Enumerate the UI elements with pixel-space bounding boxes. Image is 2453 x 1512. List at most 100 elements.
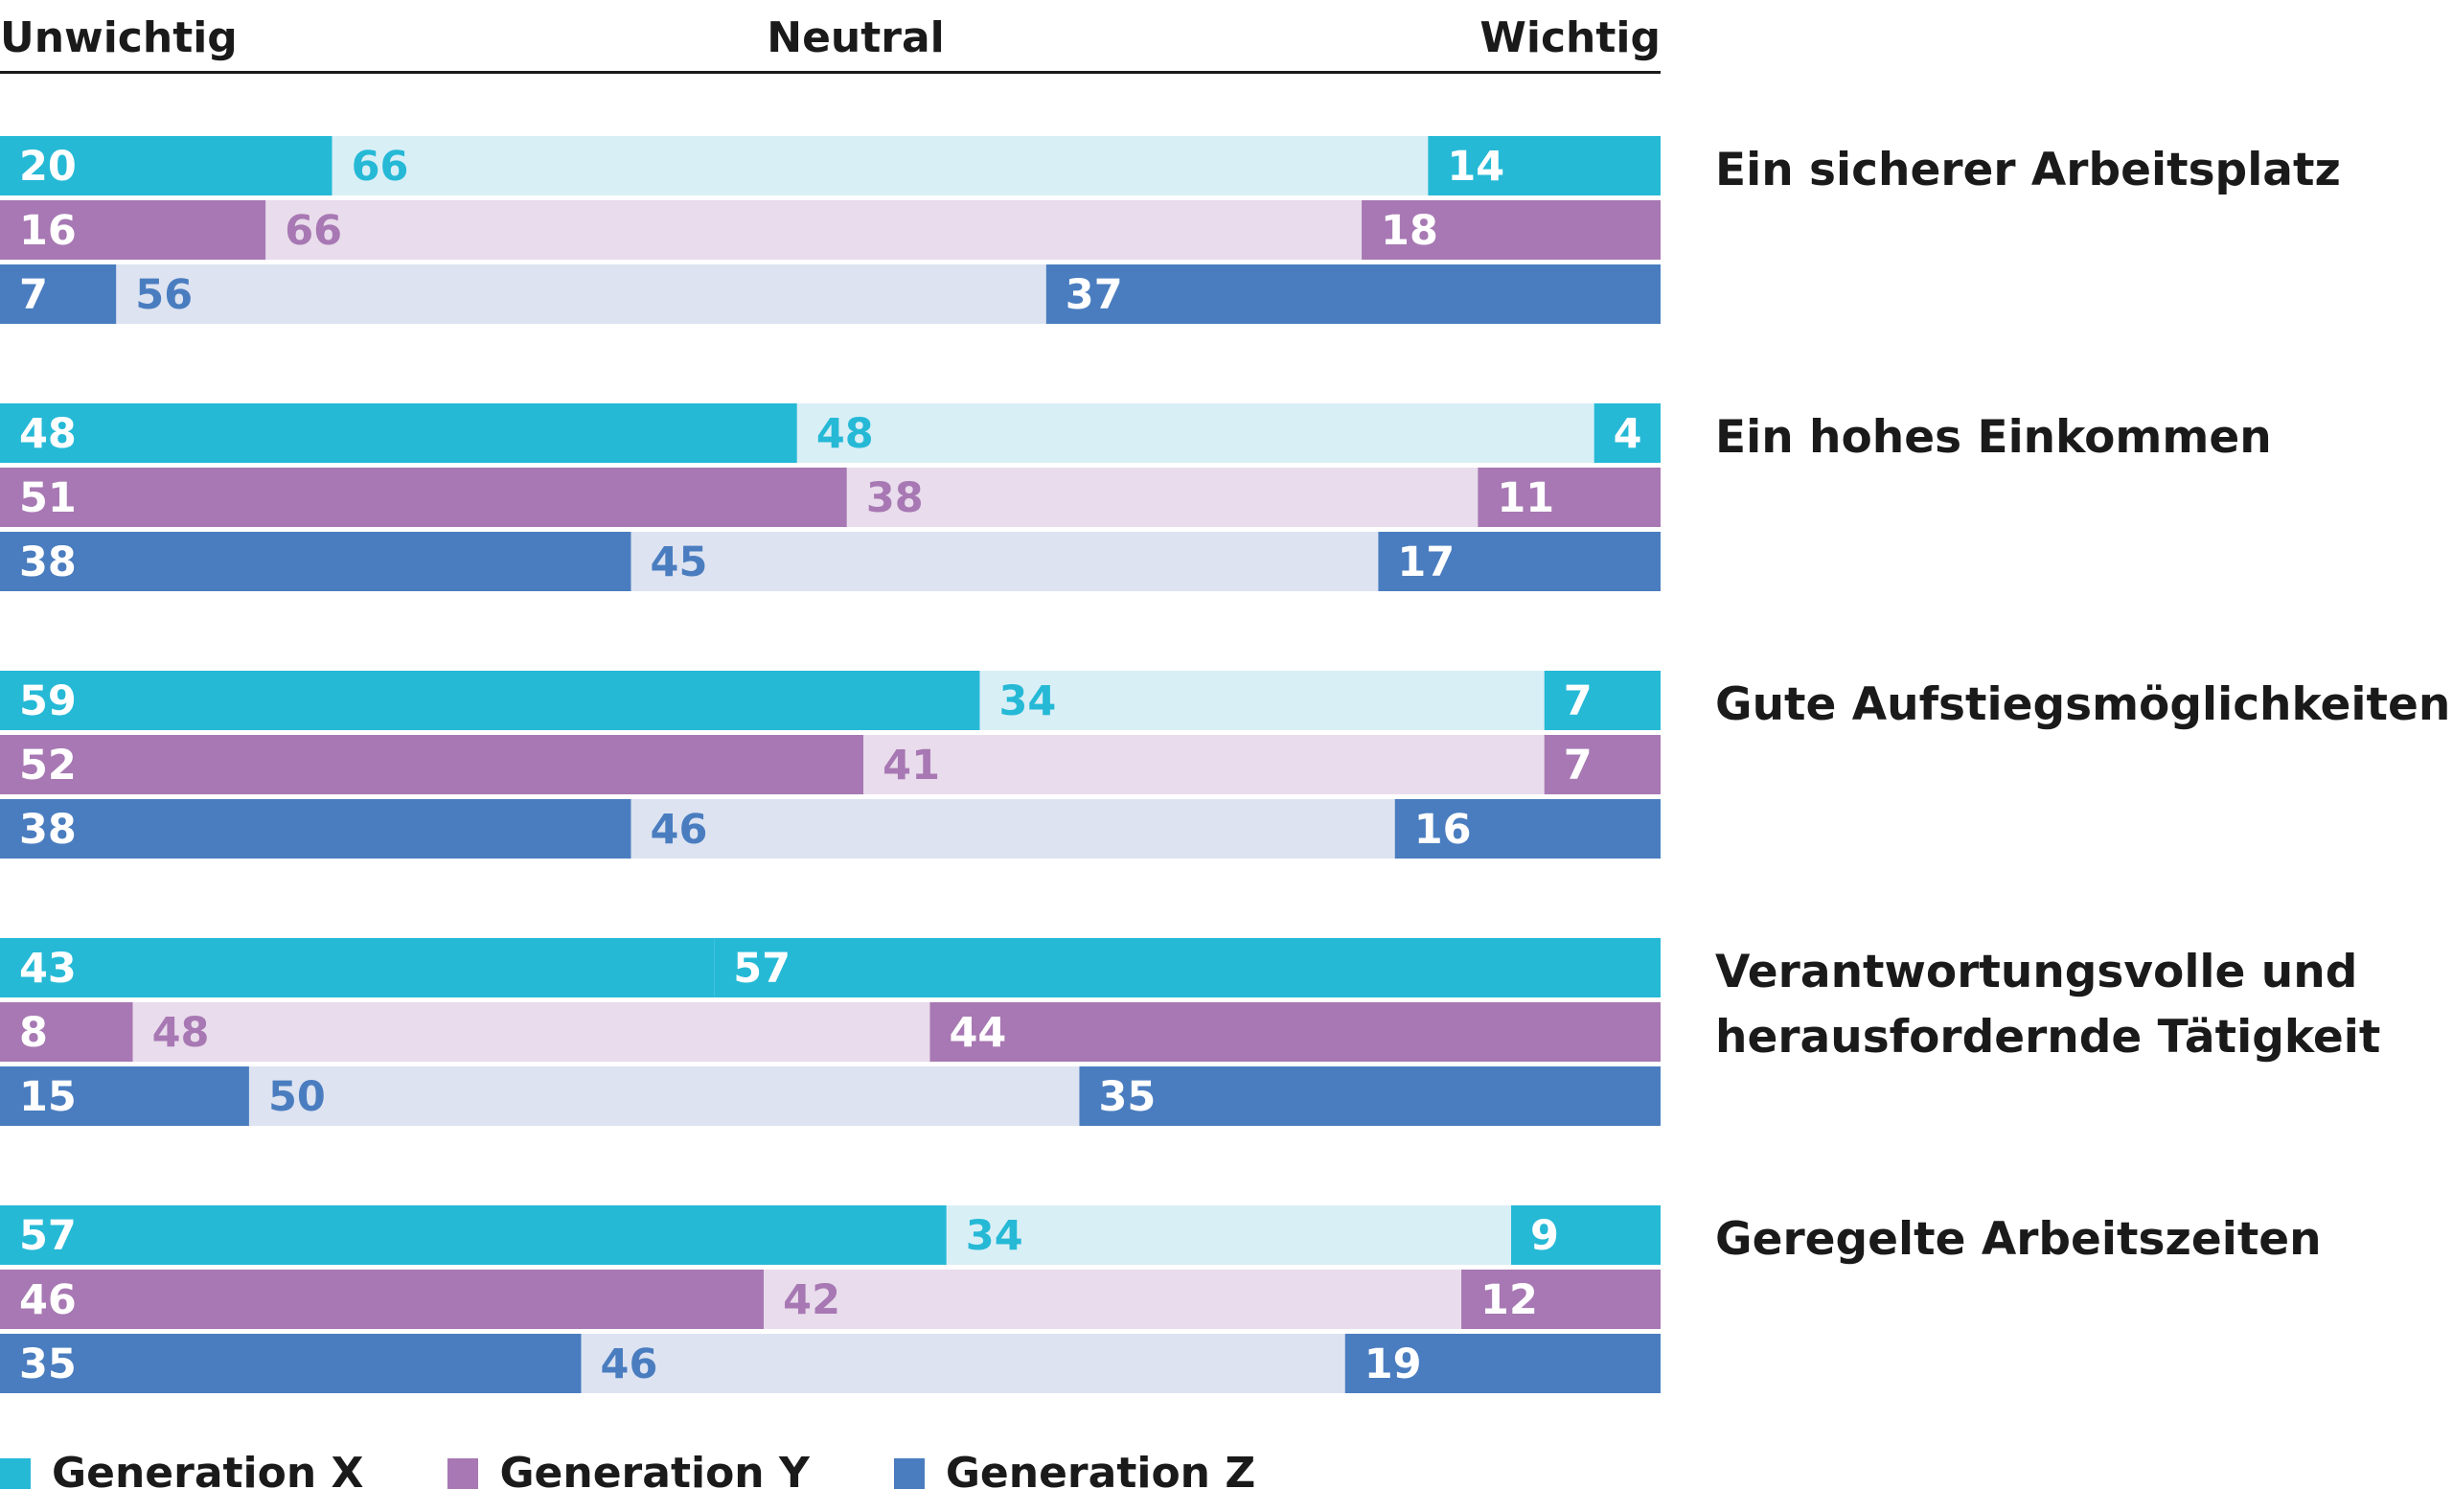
axis-line [0,71,1661,74]
data-label-wichtig: 12 [1480,1276,1538,1324]
legend-item-generation-z: Generation Z [893,1449,1256,1498]
stacked-bar-chart: Ein sicherer Arbeitsplatz 20 66 14 16 66 18 7 56… [0,136,2450,1393]
data-label-unwichtig: 20 [19,143,77,191]
data-label-wichtig: 7 [1564,677,1593,725]
data-label-wichtig: 19 [1364,1340,1422,1388]
bar-neutral [630,799,1395,859]
bar-unwichtig [0,136,332,195]
bar-wichtig [1378,532,1661,591]
data-label-unwichtig: 52 [19,742,77,790]
data-label-neutral: 48 [152,1009,210,1057]
bar-neutral [132,1002,930,1062]
bar-unwichtig [0,1066,249,1126]
bar-wichtig [1544,671,1661,730]
bar-wichtig [1478,468,1661,527]
bar-neutral [265,200,1363,260]
data-label-wichtig: 44 [949,1009,1006,1057]
bar-unwichtig [0,671,980,730]
data-label-unwichtig: 7 [19,271,48,319]
bar-wichtig [714,938,1661,997]
data-label-wichtig: 37 [1066,271,1123,319]
data-label-unwichtig: 8 [19,1009,48,1057]
bar-unwichtig [0,532,631,591]
bar-neutral [581,1334,1345,1393]
bar-neutral [979,671,1545,730]
axis-label-wichtig: Wichtig [1479,13,1661,62]
legend-swatch-generation-y [447,1457,479,1489]
data-label-neutral: 42 [783,1276,840,1324]
data-label-neutral: 38 [866,474,924,522]
category-label: Ein hohes Einkommen [1715,411,2272,464]
bar-neutral [796,403,1594,463]
legend-label: Generation X [52,1449,364,1498]
bar-unwichtig [0,1334,582,1393]
category-label: Geregelte Arbeitszeiten [1715,1213,2322,1266]
bar-wichtig [929,1002,1661,1062]
bar-wichtig [1394,799,1661,859]
bar-neutral [630,532,1379,591]
bar-neutral [946,1205,1512,1265]
data-label-neutral: 56 [135,271,193,319]
bar-neutral [248,1066,1080,1126]
data-label-wichtig: 9 [1530,1212,1559,1260]
data-label-unwichtig: 48 [19,410,77,458]
legend-swatch-generation-x [0,1457,31,1489]
data-label-wichtig: 35 [1098,1073,1156,1121]
data-label-unwichtig: 35 [19,1340,77,1388]
bar-unwichtig [0,1205,947,1265]
bar-unwichtig [0,200,266,260]
category-label: Verantwortungsvolle und [1715,946,2357,998]
legend-item-generation-y: Generation Y [447,1449,810,1498]
legend-label: Generation Z [945,1449,1256,1498]
bar-unwichtig [0,264,117,324]
data-label-unwichtig: 59 [19,677,77,725]
legend: Generation X Generation Y Generation Z [0,1449,1340,1498]
data-label-neutral: 34 [966,1212,1023,1260]
data-label-neutral: 66 [352,143,409,191]
category-label: Ein sicherer Arbeitsplatz [1715,144,2341,196]
data-label-wichtig: 57 [733,945,791,993]
data-label-wichtig: 14 [1447,143,1504,191]
bar-wichtig [1428,136,1661,195]
legend-label: Generation Y [499,1449,810,1498]
data-label-unwichtig: 15 [19,1073,77,1121]
data-label-unwichtig: 57 [19,1212,77,1260]
data-label-neutral: 34 [998,677,1056,725]
data-label-wichtig: 16 [1414,806,1472,854]
bar-neutral [764,1270,1462,1329]
data-label-neutral: 46 [651,806,708,854]
bar-wichtig [1362,200,1661,260]
bar-unwichtig [0,1002,133,1062]
bar-unwichtig [0,799,631,859]
bar-wichtig [1344,1334,1661,1393]
data-label-neutral: 43 [19,945,77,993]
data-label-neutral: 41 [883,742,940,790]
bar-wichtig [1511,1205,1661,1265]
bar-unwichtig [0,403,797,463]
data-label-wichtig: 7 [1564,742,1593,790]
data-label-unwichtig: 38 [19,538,77,586]
data-label-wichtig: 4 [1614,410,1642,458]
bar-unwichtig [0,1270,765,1329]
bar-wichtig [1544,735,1661,794]
bar-wichtig [1079,1066,1661,1126]
category-label: herausfordernde Tätigkeit [1715,1011,2380,1064]
bar-unwichtig [0,468,847,527]
data-label-neutral: 45 [651,538,708,586]
bar-wichtig [1461,1270,1661,1329]
data-label-neutral: 48 [816,410,874,458]
bar-neutral [332,136,1429,195]
axis-label-unwichtig: Unwichtig [0,13,238,62]
category-label: Gute Aufstiegsmöglichkeiten [1715,678,2450,731]
legend-swatch-generation-z [893,1457,925,1489]
data-label-wichtig: 11 [1497,474,1554,522]
data-label-neutral: 50 [268,1073,326,1121]
data-label-neutral: 46 [601,1340,658,1388]
legend-item-generation-x: Generation X [0,1449,363,1498]
bar-neutral [0,938,715,997]
bar-unwichtig [0,735,864,794]
bar-neutral [863,735,1545,794]
bar-wichtig [1045,264,1661,324]
bar-neutral [116,264,1046,324]
data-label-wichtig: 18 [1381,207,1438,255]
